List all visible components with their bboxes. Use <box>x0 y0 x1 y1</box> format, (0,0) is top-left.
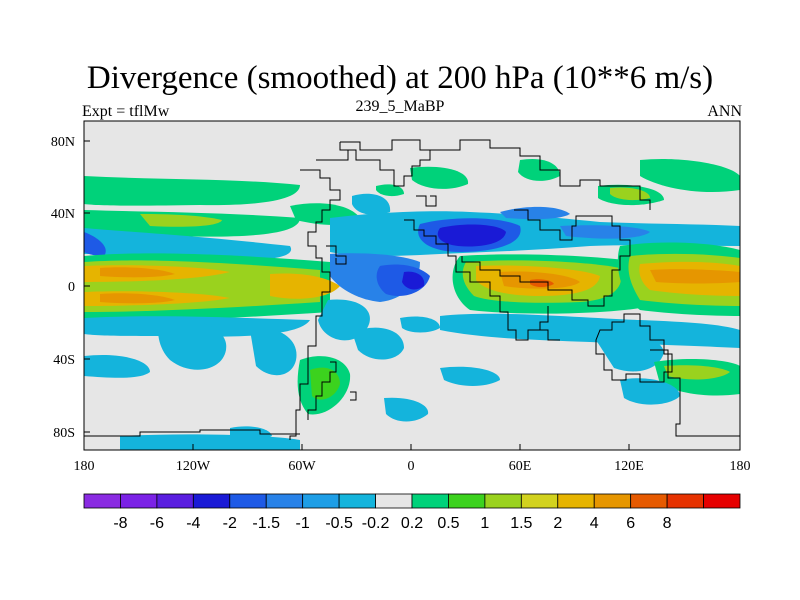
colorbar-swatch <box>302 493 340 509</box>
colorbar-label: -8 <box>113 515 127 532</box>
colorbar-swatch <box>557 493 595 509</box>
colorbar-label: 0.2 <box>401 515 423 532</box>
colorbar-swatch <box>448 493 486 509</box>
plot-title: Divergence (smoothed) at 200 hPa (10**6 … <box>86 60 714 96</box>
colorbar-swatch <box>630 493 668 509</box>
colorbar-swatch <box>593 493 632 509</box>
colorbar-swatch <box>484 493 522 509</box>
colorbar-swatch <box>265 493 304 509</box>
colorbar-label: -0.5 <box>325 515 353 532</box>
y-tick-label: 40N <box>51 207 75 222</box>
x-tick-label: 60W <box>288 459 316 474</box>
x-axis-labels: 180 120W 60W 0 60E 120E 180 <box>74 459 751 474</box>
season-label: ANN <box>707 103 742 120</box>
y-tick-label: 0 <box>68 280 75 295</box>
y-tick-label: 40S <box>53 353 75 368</box>
y-tick-label: 80N <box>51 135 75 150</box>
colorbar-label: -4 <box>186 515 200 532</box>
continent-outlines <box>84 139 740 440</box>
x-tick-label: 180 <box>730 459 751 474</box>
x-tick-label: 120W <box>176 459 211 474</box>
experiment-label: Expt = tflMw <box>82 103 170 120</box>
colorbar-label: 1 <box>480 515 489 532</box>
colorbar-swatch <box>666 493 704 509</box>
x-tick-label: 180 <box>74 459 95 474</box>
colorbar-swatch <box>83 493 121 509</box>
colorbar-swatch <box>520 493 559 509</box>
colorbar-swatch <box>375 493 413 509</box>
colorbar-label: 8 <box>663 515 672 532</box>
colorbar-label: -6 <box>150 515 164 532</box>
x-tick-label: 120E <box>614 459 644 474</box>
colorbar-label: 6 <box>626 515 635 532</box>
colorbar-label: -1 <box>296 515 310 532</box>
colorbar-swatch <box>120 493 158 509</box>
colorbar-swatch <box>192 493 231 509</box>
colorbar-label: 2 <box>553 515 562 532</box>
colorbar-swatch <box>229 493 267 509</box>
x-tick-label: 0 <box>408 459 415 474</box>
colorbar-label: -1.5 <box>252 515 280 532</box>
colorbar-label: 0.5 <box>437 515 459 532</box>
colorbar-swatch <box>703 493 741 509</box>
colorbar-swatch <box>411 493 449 509</box>
colorbar-label: 1.5 <box>510 515 532 532</box>
axis-ticks <box>83 140 741 450</box>
colorbar-label: -0.2 <box>362 515 390 532</box>
case-label: 239_5_MaBP <box>355 98 445 115</box>
colorbar: -8 -6 -4 -2 -1.5 -1 -0.5 -0.2 0.2 0.5 1 1.5 2 4 6 8 <box>83 493 741 532</box>
y-axis-labels: 80N 40N 0 40S 80S <box>51 135 75 441</box>
x-tick-label: 60E <box>509 459 532 474</box>
colorbar-label: -2 <box>223 515 237 532</box>
y-tick-label: 80S <box>53 426 75 441</box>
colorbar-swatch <box>338 493 376 509</box>
colorbar-swatch <box>156 493 194 509</box>
colorbar-label: 4 <box>590 515 599 532</box>
